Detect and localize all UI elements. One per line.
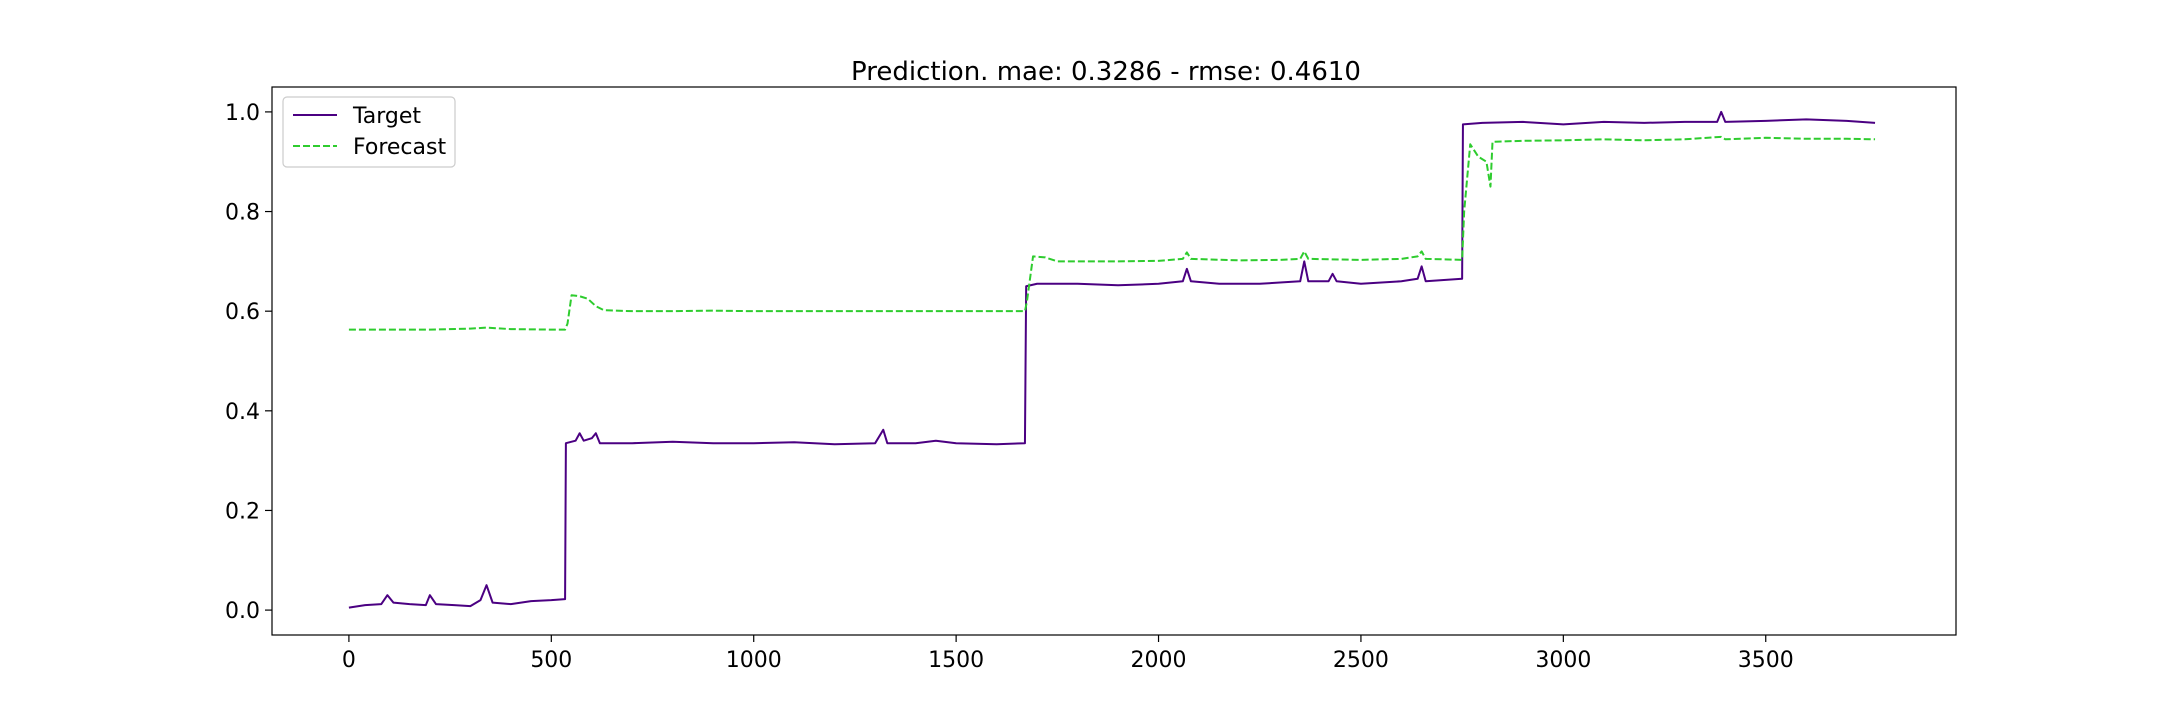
legend: Target Forecast (282, 96, 456, 168)
legend-label-forecast: Forecast (353, 135, 446, 160)
x-tick-label: 500 (530, 648, 572, 673)
y-axis: 0.0 0.2 0.4 0.6 0.8 1.0 (225, 101, 272, 624)
series-layer (348, 110, 1876, 609)
x-tick-label: 1500 (928, 648, 984, 673)
y-tick-label: 0.2 (225, 499, 260, 524)
plot-frame (271, 86, 1957, 636)
y-tick-label: 0.0 (225, 599, 260, 624)
y-tick-label: 1.0 (225, 101, 260, 126)
y-tick-label: 0.4 (225, 400, 260, 425)
series-line-forecast (348, 135, 1876, 331)
series-line-target (348, 110, 1876, 609)
y-tick-label: 0.8 (225, 201, 260, 226)
x-tick-label: 0 (342, 648, 356, 673)
legend-label-target: Target (352, 104, 421, 129)
chart-title: Prediction. mae: 0.3286 - rmse: 0.4610 (851, 57, 1361, 87)
x-tick-label: 1000 (726, 648, 782, 673)
x-axis: 0 500 1000 1500 2000 2500 3000 3500 (342, 635, 1794, 673)
plot-area (271, 86, 1957, 636)
x-tick-label: 2500 (1333, 648, 1389, 673)
x-tick-label: 3500 (1738, 648, 1794, 673)
y-tick-label: 0.6 (225, 300, 260, 325)
x-tick-label: 2000 (1131, 648, 1187, 673)
x-tick-label: 3000 (1535, 648, 1591, 673)
